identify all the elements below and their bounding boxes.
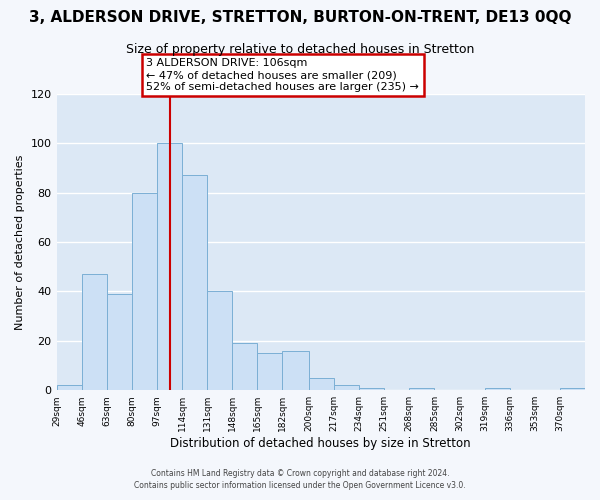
Bar xyxy=(132,192,157,390)
Bar xyxy=(182,176,207,390)
Bar xyxy=(560,388,585,390)
Bar xyxy=(232,344,257,390)
Y-axis label: Number of detached properties: Number of detached properties xyxy=(15,154,25,330)
Text: 3, ALDERSON DRIVE, STRETTON, BURTON-ON-TRENT, DE13 0QQ: 3, ALDERSON DRIVE, STRETTON, BURTON-ON-T… xyxy=(29,10,571,25)
Bar xyxy=(309,378,334,390)
Bar xyxy=(485,388,510,390)
X-axis label: Distribution of detached houses by size in Stretton: Distribution of detached houses by size … xyxy=(170,437,471,450)
Text: Contains HM Land Registry data © Crown copyright and database right 2024.
Contai: Contains HM Land Registry data © Crown c… xyxy=(134,468,466,490)
Text: 3 ALDERSON DRIVE: 106sqm
← 47% of detached houses are smaller (209)
52% of semi-: 3 ALDERSON DRIVE: 106sqm ← 47% of detach… xyxy=(146,58,419,92)
Bar xyxy=(334,386,359,390)
Bar xyxy=(107,294,132,390)
Bar xyxy=(409,388,434,390)
Bar xyxy=(56,386,82,390)
Bar xyxy=(82,274,107,390)
Text: Size of property relative to detached houses in Stretton: Size of property relative to detached ho… xyxy=(126,42,474,56)
Bar xyxy=(283,350,309,390)
Bar xyxy=(157,144,182,390)
Bar xyxy=(207,292,232,390)
Bar xyxy=(257,353,283,390)
Bar xyxy=(359,388,384,390)
